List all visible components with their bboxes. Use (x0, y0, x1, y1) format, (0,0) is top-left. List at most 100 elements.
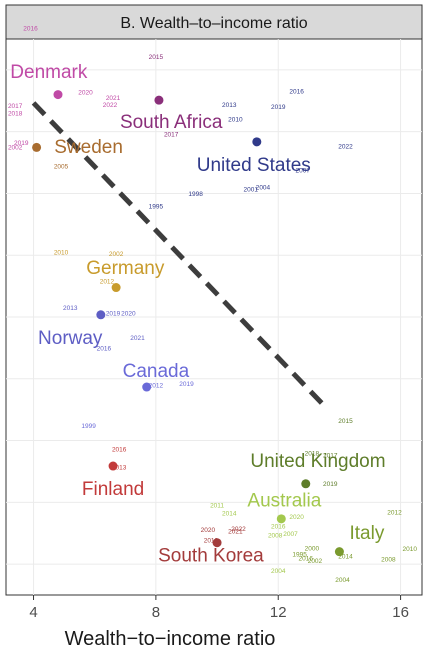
year-label: 2019 (14, 140, 29, 147)
year-label: 2018 (204, 538, 219, 545)
year-label: 2002 (308, 558, 323, 565)
x-tick-label: 12 (270, 604, 287, 621)
year-label: 2005 (54, 164, 69, 171)
data-points-layer: 201520162017201820202021202220022019Denm… (8, 26, 417, 585)
year-label: 2021 (106, 95, 121, 102)
year-label: 1995 (292, 552, 307, 559)
country-label: Canada (123, 361, 190, 382)
year-label: 2020 (201, 527, 216, 534)
year-label: 2022 (231, 526, 246, 533)
year-label: 2000 (305, 546, 320, 553)
country-label: South Africa (120, 112, 223, 133)
country-label: United States (197, 155, 311, 176)
year-label: 2008 (268, 533, 283, 540)
year-label: 2015 (338, 418, 353, 425)
year-label: 2017 (323, 453, 338, 460)
year-label: 2016 (289, 88, 304, 95)
x-axis-title: Wealth−to−income ratio (65, 628, 276, 650)
year-label: 2012 (100, 279, 115, 286)
country-group: 2016 2013 Finland (82, 447, 144, 500)
year-label: 2017 (164, 131, 179, 138)
year-label: 2012 (387, 509, 402, 516)
country-label: Denmark (10, 62, 88, 83)
country-label: Sweden (54, 137, 123, 158)
country-label: United Kingdom (250, 451, 385, 472)
year-label: 2002 (8, 145, 23, 152)
year-label: 2020 (121, 310, 136, 317)
year-label: 2001 (243, 186, 258, 193)
year-label: 2014 (222, 510, 237, 517)
year-label: 1998 (188, 191, 203, 198)
grid-lines (6, 39, 422, 595)
year-label: 2022 (103, 102, 118, 109)
country-label: South Korea (158, 546, 264, 567)
year-label: 2019 (323, 481, 338, 488)
year-label: 1995 (149, 204, 164, 211)
country-point (301, 479, 311, 489)
country-label: Italy (350, 523, 385, 544)
year-label: 2008 (381, 557, 396, 564)
year-label: 2004 (335, 577, 350, 584)
x-tick-label: 4 (29, 604, 37, 621)
year-label: 1999 (81, 423, 96, 430)
year-label: 2004 (271, 568, 286, 575)
year-label: 2021 (228, 528, 243, 535)
year-label: 2019 (179, 381, 194, 388)
country-group: 2012 2019 1999 Canada (81, 361, 194, 430)
year-label: 2004 (256, 185, 271, 192)
year-label: 2013 (222, 102, 237, 109)
year-label: 2007 (283, 531, 298, 538)
year-label: 2010 (228, 116, 243, 123)
country-point (252, 137, 262, 147)
country-point (96, 310, 106, 320)
year-label: 2015 (149, 54, 164, 61)
year-label: 2017 (8, 103, 23, 110)
fit-line-layer (31, 101, 329, 411)
x-tick-label: 8 (152, 604, 160, 621)
year-label: 2007 (295, 167, 310, 174)
panel-strip (5, 4, 423, 40)
year-label: 2014 (338, 553, 353, 560)
country-group: 2015 2018 2017 2019 United Kingdom (250, 418, 386, 489)
country-label: Norway (38, 328, 103, 349)
year-label: 2013 (112, 464, 127, 471)
country-point (111, 283, 121, 293)
year-label: 2013 (63, 305, 78, 312)
country-point (32, 142, 42, 152)
year-label: 2016 (23, 26, 38, 33)
country-point (53, 90, 63, 100)
country-group: 201520162017201820202021202220022019Denm… (8, 26, 121, 152)
year-label: 2016 (112, 447, 127, 454)
country-point (212, 538, 222, 548)
country-point (108, 461, 118, 471)
country-point (154, 95, 164, 105)
year-label: 2010 (54, 250, 69, 257)
year-label: 2011 (210, 503, 224, 510)
chart-title: B. Wealth–to–income ratio (120, 15, 307, 32)
year-label: 2018 (8, 111, 23, 118)
country-label: Australia (247, 491, 321, 512)
country-point (334, 547, 344, 557)
year-label: 2021 (130, 335, 145, 342)
country-point (276, 514, 286, 524)
country-label: Finland (82, 479, 144, 500)
year-label: 2018 (305, 450, 320, 457)
year-label: 2016 (299, 556, 314, 563)
country-group: 2005 Sweden (32, 137, 123, 171)
year-label: 2019 (271, 104, 286, 111)
year-label: 2020 (289, 514, 304, 521)
country-point (142, 382, 152, 392)
year-label: 2012 (149, 383, 164, 390)
fit-line (31, 101, 329, 411)
year-label: 2002 (109, 251, 124, 258)
year-label: 2016 (271, 523, 286, 530)
year-label: 2022 (338, 144, 353, 151)
year-label: 2016 (97, 345, 112, 352)
